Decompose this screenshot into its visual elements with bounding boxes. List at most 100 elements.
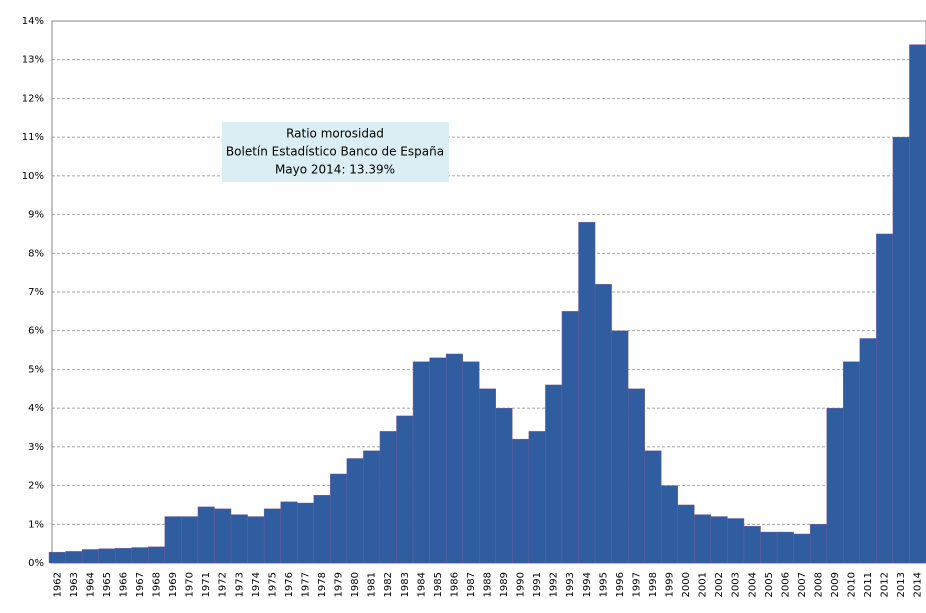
x-tick-label: 2009 [830,572,841,597]
bar [661,485,678,564]
bar [859,338,877,564]
bar [379,431,397,564]
bar [760,531,778,564]
x-tick-label: 1970 [185,572,196,597]
x-tick-label: 1995 [598,572,609,597]
x-tick-label: 1964 [85,572,96,597]
bar [247,516,265,564]
bar [776,531,794,564]
x-tick-label: 1972 [218,572,229,597]
x-tick-label: 1992 [549,572,560,597]
bar [594,284,612,564]
bar [876,233,894,564]
bar [280,501,298,564]
bar [445,353,463,564]
y-tick-label: 5% [28,364,44,375]
bar [263,508,281,564]
x-tick-label: 1991 [532,572,543,597]
x-tick-label: 1997 [631,572,642,597]
x-tick-label: 1975 [267,572,278,597]
y-tick-label: 8% [28,248,44,259]
x-tick-label: 2012 [880,572,891,597]
annotation: Ratio morosidad [286,127,384,141]
x-tick-label: 1962 [52,572,63,597]
bar [644,450,662,564]
bar [462,361,480,564]
x-tick-label: 2003 [731,572,742,597]
y-tick-label: 12% [22,93,44,104]
x-tick-label: 2004 [747,572,758,597]
bar [561,311,579,564]
y-tick-label: 11% [22,132,44,143]
x-tick-label: 1967 [135,572,146,597]
bar [694,514,712,564]
x-tick-label: 1982 [383,572,394,597]
x-tick-label: 1979 [334,572,345,597]
x-tick-label: 1978 [317,572,328,597]
y-tick-label: 2% [28,481,44,492]
bar [396,415,414,564]
bar [48,551,66,564]
annotation-box [222,122,449,182]
bar [727,518,745,564]
bar [627,388,645,564]
x-tick-label: 1971 [201,572,212,597]
x-tick-label: 1965 [102,572,113,597]
bar [230,514,248,564]
bar [909,44,926,564]
bar [181,516,199,564]
x-tick-label: 1987 [466,572,477,597]
bar [495,407,513,564]
bar [148,546,166,564]
x-tick-label: 1983 [400,572,411,597]
x-tick-label: 1986 [449,572,460,597]
bar [114,548,132,564]
x-tick-label: 2011 [863,572,874,597]
y-tick-label: 1% [28,519,44,530]
x-tick-label: 1981 [367,572,378,597]
x-tick-label: 1968 [152,572,163,597]
x-tick-label: 1996 [615,572,626,597]
annotation: Mayo 2014: 13.39% [275,163,395,177]
bar [297,502,314,564]
x-tick-label: 1989 [499,572,510,597]
bar [330,473,348,564]
x-tick-label: 2001 [698,572,709,597]
bar [313,495,331,564]
bar [826,407,844,564]
x-tick-label: 2005 [764,572,775,597]
bar [429,357,447,564]
annotation: Boletín Estadístico Banco de España [226,145,444,159]
x-tick-label: 1998 [648,572,659,597]
x-tick-label: 1990 [516,572,527,597]
bar [131,547,149,564]
bar [743,526,761,564]
bar [81,549,99,564]
x-tick-label: 1980 [350,572,361,597]
bar [545,384,563,564]
y-tick-label: 13% [22,55,44,66]
bar [710,516,728,564]
x-tick-label: 1963 [69,572,80,597]
x-tick-label: 2014 [913,572,924,597]
y-tick-label: 3% [28,442,44,453]
bar [98,548,116,564]
bar [677,504,695,564]
x-tick-label: 1999 [665,572,676,597]
x-tick-label: 1985 [433,572,444,597]
x-tick-label: 1994 [582,572,593,597]
bar [528,431,546,564]
bar [164,516,182,564]
bar [346,458,364,564]
y-tick-label: 7% [28,287,44,298]
bar [809,524,827,564]
x-tick-label: 2010 [847,572,858,597]
bar [843,361,861,564]
x-tick-label: 1973 [234,572,245,597]
bar [892,136,910,564]
bar [611,330,629,564]
bar [793,533,811,564]
x-tick-label: 1993 [565,572,576,597]
bar [65,551,83,564]
x-tick-label: 1988 [483,572,494,597]
